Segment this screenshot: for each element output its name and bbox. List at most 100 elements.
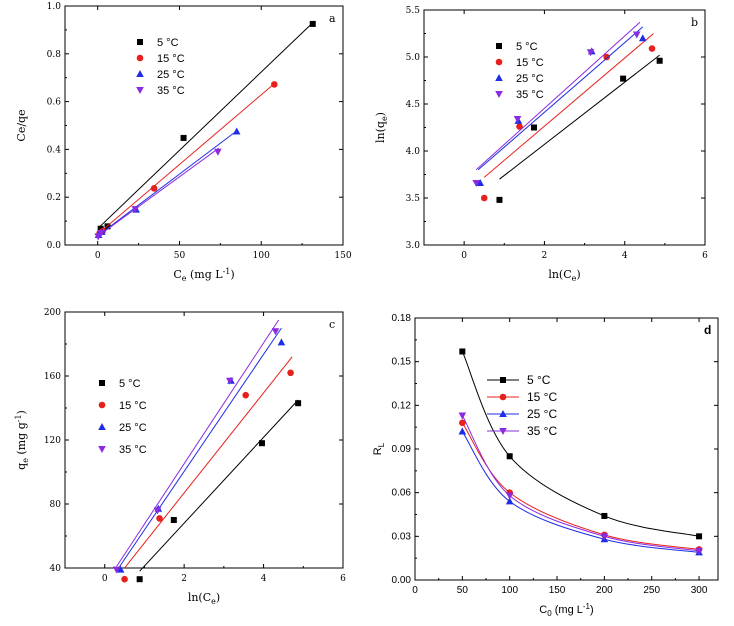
data-point	[180, 134, 187, 141]
data-point	[112, 566, 121, 574]
legend-label: 35 °C	[527, 424, 557, 438]
legend-marker	[499, 393, 507, 401]
series-3	[458, 412, 703, 555]
legend-marker	[496, 43, 502, 49]
legend-label: 35 °C	[157, 85, 185, 97]
legend-marker	[495, 74, 503, 81]
series-2	[458, 427, 703, 556]
data-point	[472, 179, 480, 187]
data-point	[295, 400, 302, 407]
x-tick-label: 250	[643, 585, 660, 596]
x-tick-label: 6	[702, 251, 708, 261]
x-tick-label: 2	[181, 574, 187, 584]
data-point	[656, 57, 663, 64]
legend-marker	[98, 423, 106, 430]
legend-marker	[495, 91, 503, 98]
series-curve	[461, 415, 700, 552]
fit-line	[98, 22, 314, 228]
x-tick-label: 0	[102, 574, 108, 584]
series-2	[94, 127, 241, 238]
series-3	[112, 319, 280, 574]
data-point	[476, 178, 484, 186]
fit-line	[483, 33, 654, 178]
series-0	[496, 54, 663, 203]
fit-line	[118, 327, 282, 569]
panel-c: 0 2 4 6 40 80 120 160 200 ln(Ce) qe (mg g-1) c 5 °C 1…	[14, 308, 346, 606]
y-tick-label: 0.6	[47, 98, 62, 108]
data-point	[600, 533, 609, 541]
panel-b: 0 2 4 6 3.0 3.5 4.0 4.5 5.0 5.5 ln(Ce) ln(qe) b 5 °C 1…	[374, 6, 708, 283]
data-point	[505, 492, 514, 500]
x-tick-label: 150	[334, 251, 351, 261]
data-point	[506, 453, 513, 460]
x-tick-label: 150	[549, 585, 566, 596]
legend-marker	[99, 380, 105, 386]
data-point	[480, 194, 488, 202]
data-point	[603, 53, 610, 61]
data-point	[513, 116, 522, 124]
legend-label: 5 °C	[516, 41, 538, 53]
legend: 5 °C 15 °C 25 °C 35 °C	[495, 41, 544, 101]
y-tick-label: 0.06	[392, 488, 412, 499]
data-point	[496, 196, 503, 203]
y-tick-label: 0.8	[47, 50, 62, 60]
legend-label: 25 °C	[527, 407, 557, 421]
legend-marker	[499, 410, 507, 417]
legend-label: 15 °C	[527, 390, 557, 404]
legend-label: 25 °C	[119, 422, 147, 434]
data-point	[620, 75, 627, 82]
x-tick-label: 0	[461, 251, 467, 261]
fit-line	[116, 319, 280, 567]
panel-d: 0 50 100 150 200 250 300 0.00 0.03 0.06 0.09 0.12 0.…	[372, 313, 719, 618]
legend-label: 25 °C	[157, 69, 185, 81]
y-tick-label: 3.5	[406, 194, 421, 204]
data-point	[153, 507, 162, 515]
x-tick-label: 4	[622, 251, 628, 261]
panel-label: c	[329, 318, 335, 331]
legend-marker	[136, 70, 144, 77]
y-tick-label: 0.2	[47, 193, 61, 203]
y-tick-label: 0.15	[392, 357, 412, 368]
legend-label: 35 °C	[516, 89, 544, 101]
data-point	[170, 517, 177, 523]
y-tick-label: 1.0	[47, 2, 62, 12]
legend-marker	[136, 54, 144, 62]
data-point	[287, 369, 294, 377]
series-curve	[461, 422, 700, 550]
fit-line	[98, 82, 276, 234]
series-0	[459, 348, 703, 540]
data-point	[242, 391, 249, 399]
legend-marker	[98, 401, 106, 409]
data-point	[214, 148, 222, 156]
data-point	[232, 127, 241, 135]
series-0	[136, 399, 302, 583]
y-tick-label: 0.12	[392, 400, 412, 411]
y-tick-label: 4.0	[406, 147, 421, 157]
legend-marker	[499, 428, 507, 435]
legend-marker	[98, 446, 106, 453]
x-tick-label: 0	[95, 251, 101, 261]
x-axis-label: Ce (mg L-1)	[173, 267, 234, 283]
y-tick-label: 0.03	[392, 531, 412, 542]
panel-label: d	[704, 323, 711, 337]
x-axis-label: C0 (mg L-1)	[539, 602, 593, 618]
series-1	[96, 81, 278, 237]
fit-line	[124, 356, 293, 569]
data-point	[696, 533, 703, 540]
x-tick-label: 200	[596, 585, 613, 596]
panel-a: 0 50 100 150 0.0 0.2 0.4 0.6 0.8 1.0 Ce (mg L-1) Ce…	[15, 2, 352, 283]
data-point	[458, 412, 467, 420]
data-point	[116, 565, 125, 573]
fit-line	[499, 54, 660, 180]
data-point	[516, 123, 523, 130]
panel-label: a	[329, 12, 336, 25]
data-point	[226, 377, 234, 385]
y-tick-label: 0.4	[47, 145, 62, 155]
data-point	[156, 515, 163, 522]
series-1	[480, 33, 656, 202]
x-tick-label: 100	[501, 585, 518, 596]
data-point	[150, 185, 158, 192]
y-axis-label: qe (mg g-1)	[14, 410, 30, 470]
x-tick-label: 2	[542, 251, 548, 261]
